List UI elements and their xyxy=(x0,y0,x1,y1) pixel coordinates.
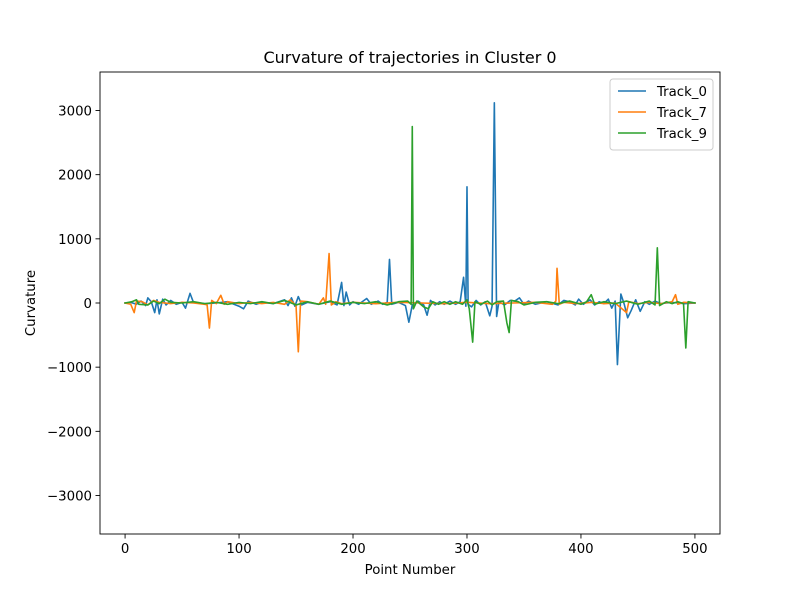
legend: Track_0 Track_7 Track_9 xyxy=(609,78,714,151)
x-axis-label: Point Number xyxy=(365,563,456,578)
x-tick-label: 200 xyxy=(340,542,365,557)
x-tick-label: 500 xyxy=(682,542,707,557)
series-layer xyxy=(124,102,696,366)
legend-label-track-0: Track_0 xyxy=(656,85,707,100)
legend-label-track-7: Track_7 xyxy=(656,106,707,121)
x-tick-label: 0 xyxy=(121,542,129,557)
x-tick-label: 300 xyxy=(454,542,479,557)
axes-layer: 0 100 200 300 400 500 −3000 −2000 −1000 0 1000 2000… xyxy=(47,71,721,557)
y-tick-label: 2000 xyxy=(58,169,92,184)
y-tick-label: 3000 xyxy=(58,105,92,120)
y-tick-label: −2000 xyxy=(47,425,92,440)
y-tick-label: 0 xyxy=(84,297,92,312)
series-line-track-9 xyxy=(124,125,696,349)
y-tick-label: 1000 xyxy=(58,233,92,248)
chart-title: Curvature of trajectories in Cluster 0 xyxy=(263,48,556,67)
y-tick-label: −1000 xyxy=(47,361,92,376)
y-tick-label: −3000 xyxy=(47,490,92,505)
legend-label-track-9: Track_9 xyxy=(656,127,707,142)
x-tick-label: 100 xyxy=(226,542,251,557)
y-axis-label: Curvature xyxy=(24,270,39,336)
x-tick-label: 400 xyxy=(568,542,593,557)
